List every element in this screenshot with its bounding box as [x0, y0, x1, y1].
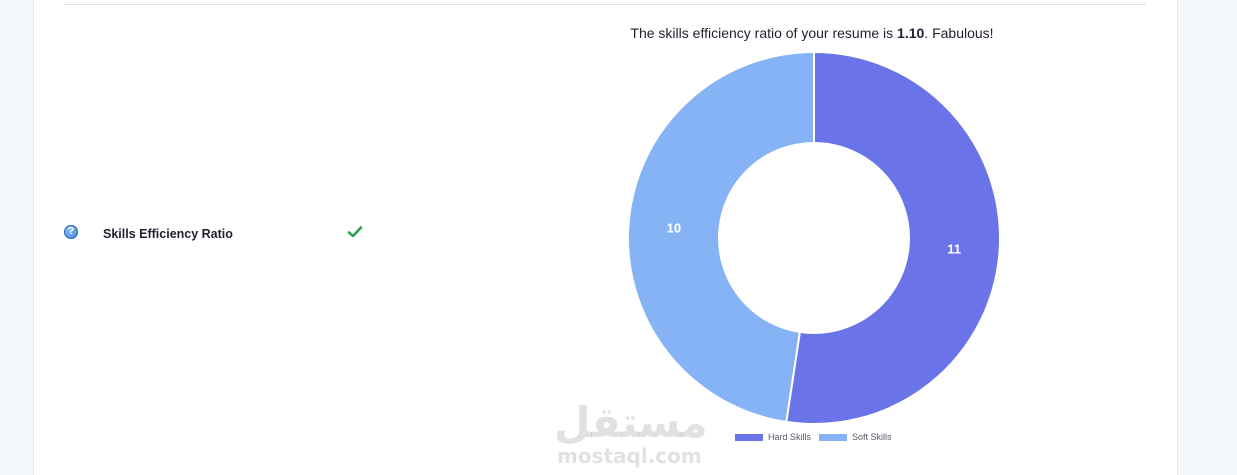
legend-label: Soft Skills [852, 432, 892, 442]
data-label-soft-skills: 10 [667, 221, 681, 236]
summary-ratio-value: 1.10 [897, 25, 925, 41]
chart-legend: Hard Skills Soft Skills [735, 432, 892, 442]
legend-label: Hard Skills [768, 432, 812, 442]
donut-slice-soft-skills[interactable] [627, 50, 815, 424]
skills-donut-chart: 11 10 [627, 50, 1001, 425]
watermark-latin: mostaql.com [557, 444, 702, 468]
question-circle-icon[interactable]: ? [64, 225, 78, 239]
watermark-arabic: مستقل [554, 398, 708, 447]
summary-prefix: The skills efficiency ratio of your resu… [630, 25, 898, 41]
ratio-summary: The skills efficiency ratio of your resu… [32, 25, 1237, 41]
donut-slice-hard-skills[interactable] [785, 50, 1001, 425]
data-label-hard-skills: 11 [947, 241, 961, 256]
metric-label: Skills Efficiency Ratio [103, 227, 233, 241]
legend-item-hard-skills[interactable]: Hard Skills [735, 432, 811, 442]
legend-item-soft-skills[interactable]: Soft Skills [819, 432, 892, 442]
checkmark-icon [347, 226, 363, 238]
legend-swatch [819, 433, 848, 441]
top-divider [64, 4, 1146, 5]
legend-swatch [735, 433, 763, 441]
summary-suffix: . Fabulous! [924, 25, 994, 41]
results-panel: The skills efficiency ratio of your resu… [33, 0, 1178, 475]
